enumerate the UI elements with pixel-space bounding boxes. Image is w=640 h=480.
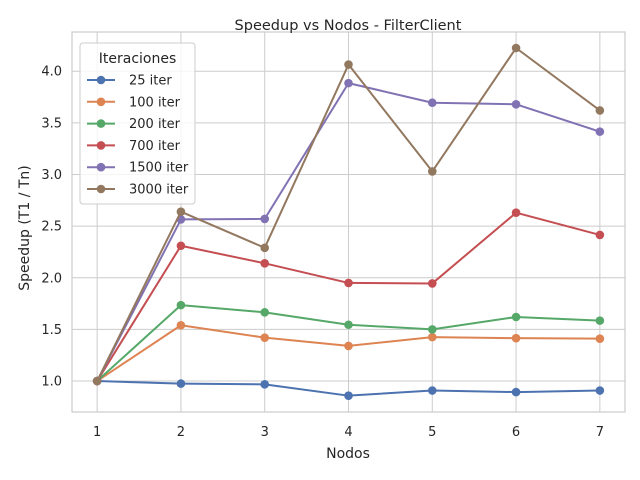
data-point (176, 300, 186, 310)
x-tick-labels: 1 2 3 4 5 6 7 (93, 425, 604, 440)
x-tick-label: 2 (177, 425, 185, 440)
legend-title: Iteraciones (99, 51, 177, 67)
data-point (427, 332, 437, 342)
data-point (427, 98, 437, 108)
y-tick-label: 1.5 (41, 323, 62, 338)
y-tick-label: 4.0 (41, 65, 62, 80)
data-point (344, 341, 353, 351)
data-point (595, 127, 605, 136)
y-tick-label: 3.0 (41, 168, 62, 183)
x-tick-label: 3 (261, 425, 269, 440)
data-point (176, 320, 186, 330)
data-point (344, 391, 353, 400)
legend: Iteraciones 25 iter 100 iter 200 iter 700 i… (79, 42, 196, 205)
legend-label: 1500 iter (129, 161, 189, 176)
data-point (427, 325, 437, 334)
legend-marker (96, 75, 106, 85)
y-tick-label: 2.5 (41, 220, 62, 235)
legend-label: 3000 iter (129, 183, 189, 198)
data-point (344, 320, 353, 330)
y-tick-label: 3.5 (41, 116, 62, 131)
y-tick-label: 1.0 (41, 375, 62, 390)
legend-item: 3000 iter (87, 183, 189, 198)
data-point (260, 380, 270, 389)
data-point (427, 386, 437, 395)
data-point (260, 214, 270, 224)
legend-label: 100 iter (129, 95, 181, 110)
data-point (92, 376, 102, 386)
data-point (595, 316, 605, 325)
legend-label: 200 iter (129, 117, 181, 132)
y-axis-label: Speedup (T1 / Tn) (17, 165, 33, 291)
data-point (511, 208, 521, 218)
data-point (511, 387, 521, 397)
legend-marker (96, 162, 106, 172)
legend-item: 25 iter (87, 74, 172, 89)
x-tick-label: 5 (428, 425, 436, 440)
data-point (176, 241, 186, 251)
data-point (260, 259, 270, 268)
legend-marker (96, 97, 106, 107)
y-tick-labels: 1.0 1.5 2.0 2.5 3.0 3.5 4.0 (41, 65, 62, 390)
data-point (344, 78, 353, 88)
legend-marker (96, 141, 106, 150)
x-tick-label: 4 (344, 425, 352, 440)
data-point (427, 279, 437, 288)
data-point (427, 167, 437, 176)
series-3000-iter (92, 43, 605, 386)
legend-items: 25 iter 100 iter 200 iter 700 iter 1500 iter… (87, 74, 189, 198)
x-tick-label: 7 (596, 425, 604, 440)
data-point (260, 333, 270, 342)
legend-marker (96, 119, 106, 128)
legend-marker (96, 184, 106, 194)
legend-item: 100 iter (87, 95, 181, 110)
legend-item: 700 iter (87, 139, 181, 154)
plot-area-frame (71, 31, 626, 413)
legend-item: 1500 iter (87, 161, 189, 176)
data-point (511, 99, 521, 109)
legend-label: 700 iter (129, 139, 181, 154)
chart-title: Speedup vs Nodos - FilterClient (235, 18, 462, 34)
data-point (344, 60, 353, 69)
data-point (595, 106, 605, 115)
data-point (595, 386, 605, 395)
data-point (260, 308, 270, 317)
legend-box (79, 42, 196, 205)
data-point (511, 43, 521, 53)
x-axis-label: Nodos (326, 446, 370, 462)
legend-item: 200 iter (87, 117, 181, 132)
series-group (92, 43, 605, 400)
data-point (511, 312, 521, 322)
data-point (344, 278, 353, 288)
data-point (511, 333, 521, 343)
x-tick-label: 6 (512, 425, 520, 440)
y-tick-label: 2.0 (41, 271, 62, 286)
data-point (176, 379, 186, 388)
data-point (260, 243, 270, 253)
x-tick-label: 1 (93, 425, 101, 440)
legend-label: 25 iter (129, 74, 172, 89)
data-point (176, 207, 186, 216)
data-point (595, 334, 605, 343)
data-point (595, 230, 605, 240)
